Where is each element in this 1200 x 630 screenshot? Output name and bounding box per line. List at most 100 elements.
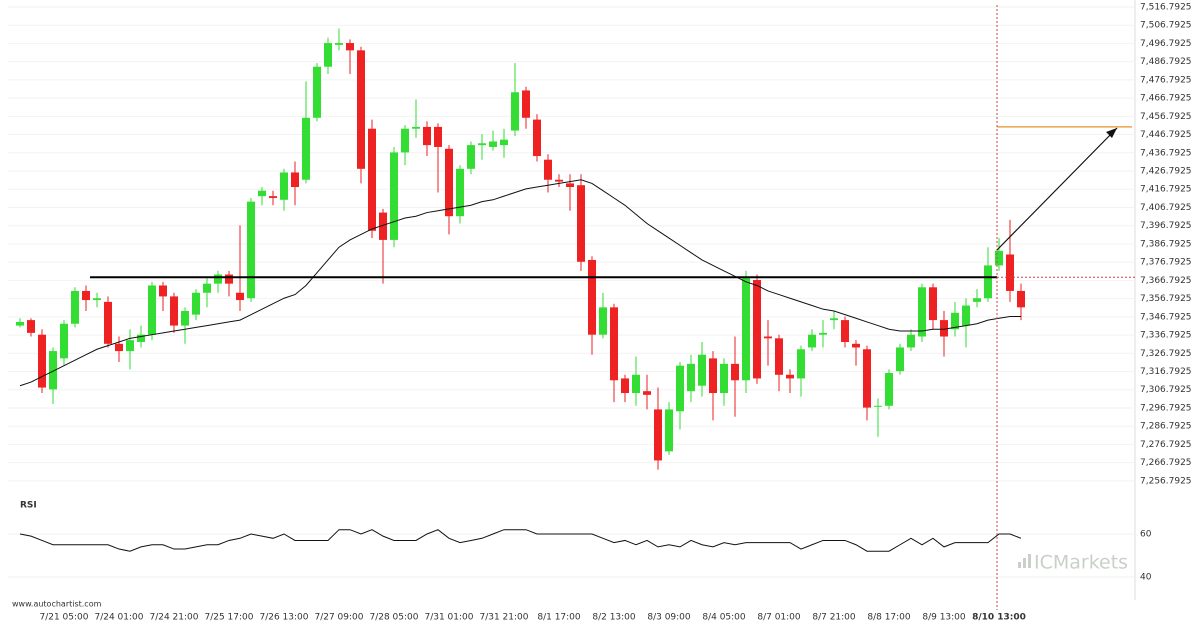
candle-body <box>280 172 288 200</box>
candle-body <box>808 334 816 348</box>
y-tick-label: 7,306.7925 <box>1140 385 1192 395</box>
candle-body <box>225 274 233 284</box>
x-tick-label: 7/28 05:00 <box>369 613 418 623</box>
y-tick-label: 7,416.7925 <box>1140 185 1192 195</box>
y-tick-label: 7,326.7925 <box>1140 349 1192 359</box>
candle-body <box>192 292 200 315</box>
candle-body <box>797 349 805 379</box>
x-tick-label: 8/4 05:00 <box>702 613 746 623</box>
candle-body <box>115 343 123 352</box>
y-tick-label: 7,446.7925 <box>1140 130 1192 140</box>
candle-body <box>93 298 101 301</box>
candle-body <box>38 334 46 388</box>
y-tick-label: 7,316.7925 <box>1140 367 1192 377</box>
y-tick-label: 7,356.7925 <box>1140 294 1192 304</box>
candle-body <box>104 301 112 344</box>
candle-body <box>467 145 475 169</box>
candle-body <box>357 50 365 169</box>
moving-average <box>19 179 1021 387</box>
y-tick-label: 7,466.7925 <box>1140 94 1192 104</box>
panel-title: RSI <box>20 501 37 511</box>
candle-body <box>676 365 684 412</box>
candle-body <box>654 409 662 461</box>
candle-body <box>599 307 607 335</box>
candle-body <box>60 323 68 359</box>
candle-body <box>16 321 24 326</box>
candle-body <box>1017 290 1025 308</box>
candle-body <box>665 409 673 452</box>
candle-body <box>214 274 222 284</box>
y-tick-label: 7,366.7925 <box>1140 276 1192 286</box>
candle-body <box>423 126 431 146</box>
candle-body <box>753 280 761 379</box>
candle-body <box>489 141 497 147</box>
x-tick-label: 7/24 21:00 <box>149 613 198 623</box>
candle-body <box>610 307 618 381</box>
candle-body <box>302 117 310 180</box>
y-tick-label: 7,496.7925 <box>1140 39 1192 49</box>
candle-body <box>533 119 541 157</box>
candle-body <box>445 148 453 217</box>
candle-body <box>874 405 882 407</box>
rsi-line <box>19 529 1022 552</box>
y-tick-label: 7,456.7925 <box>1140 112 1192 122</box>
candle-body <box>720 363 728 394</box>
y-tick-label: 7,476.7925 <box>1140 75 1192 85</box>
candle-body <box>401 128 409 153</box>
candle-body <box>643 391 651 395</box>
candle-body <box>82 290 90 301</box>
arrow-head <box>1106 128 1117 138</box>
x-tick-label: 7/31 21:00 <box>479 613 528 623</box>
x-tick-label: 8/8 17:00 <box>867 613 911 623</box>
candle-body <box>566 183 574 188</box>
candle-body <box>621 378 629 394</box>
y-tick-label: 7,486.7925 <box>1140 57 1192 67</box>
candle-body <box>148 285 156 335</box>
forecast-arrow <box>996 127 1118 251</box>
candle-body <box>577 185 585 262</box>
candle-body <box>247 201 255 299</box>
candle-body <box>1006 254 1014 291</box>
y-tick-label: 7,386.7925 <box>1140 239 1192 249</box>
candle-body <box>786 374 794 379</box>
y-tick-label: 7,346.7925 <box>1140 312 1192 322</box>
y-tick-label: 7,296.7925 <box>1140 403 1192 413</box>
candle-body <box>159 285 167 297</box>
candle-body <box>588 259 596 335</box>
x-tick-label: 8/1 17:00 <box>537 613 581 623</box>
x-tick-label: 7/27 09:00 <box>314 613 363 623</box>
candle-body <box>236 292 244 301</box>
y-tick-label: 7,516.7925 <box>1140 2 1192 12</box>
candle-body <box>49 351 57 390</box>
candle-body <box>929 287 937 321</box>
candle-body <box>940 320 948 337</box>
candle-body <box>973 298 981 302</box>
x-tick-label: 8/3 09:00 <box>647 613 691 623</box>
candle-body <box>819 332 827 335</box>
candle-body <box>775 338 783 375</box>
candle-body <box>456 168 464 217</box>
candle-body <box>544 159 552 180</box>
candle-body <box>632 374 640 394</box>
candle-body <box>742 278 750 381</box>
candle-body <box>687 363 695 392</box>
candle-body <box>555 179 563 182</box>
y-tick-label: 7,376.7925 <box>1140 258 1192 268</box>
candle-body <box>852 343 860 348</box>
candle-body <box>522 90 530 118</box>
x-tick-label: 8/9 13:00 <box>922 613 966 623</box>
y-tick-label: 7,266.7925 <box>1140 458 1192 468</box>
y-tick-label: 7,256.7925 <box>1140 476 1192 486</box>
candle-body <box>698 354 706 386</box>
candle-body <box>390 152 398 240</box>
candle-body <box>918 287 926 337</box>
candle-body <box>335 43 343 45</box>
candle-body <box>170 296 178 326</box>
candle-body <box>863 349 871 408</box>
candle-body <box>907 334 915 348</box>
candle-body <box>896 347 904 372</box>
candle-body <box>71 290 79 324</box>
candle-body <box>434 126 442 147</box>
rsi-panel: RSI 40 60 <box>8 501 1152 583</box>
